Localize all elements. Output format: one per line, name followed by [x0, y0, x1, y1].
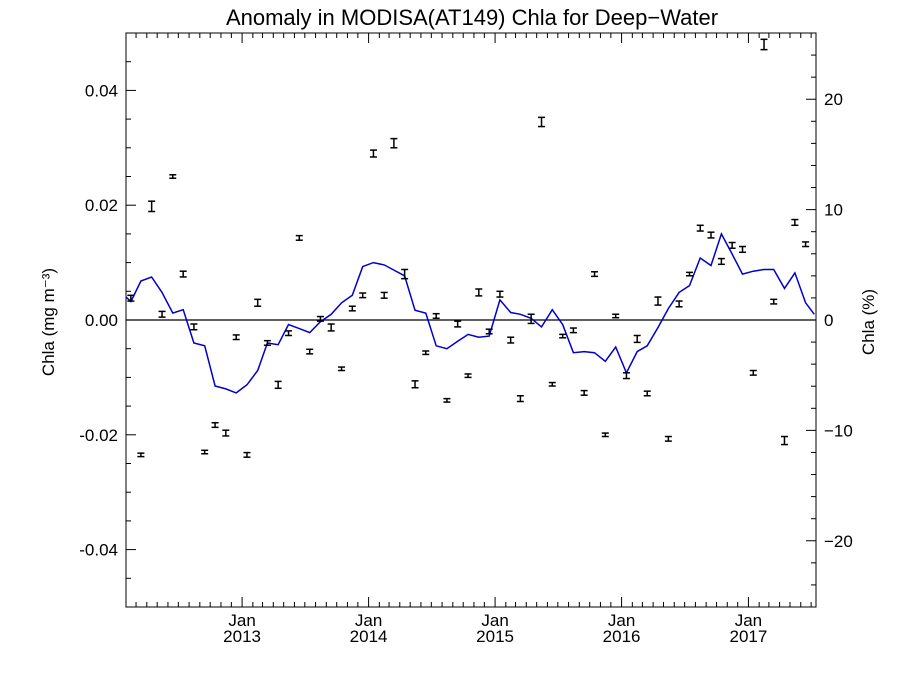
errorbar-point: [190, 323, 198, 331]
axis-tick-labels: -0.04-0.020.000.020.04−20−1001020Jan2013…: [79, 81, 853, 646]
chart-title: Anomaly in MODISA(AT149) Chla for Deep−W…: [226, 5, 718, 30]
y-tick-label-right: −10: [824, 421, 853, 440]
errorbar-point: [475, 288, 483, 297]
errorbar-point: [760, 38, 768, 51]
errorbar-point: [728, 241, 736, 249]
errorbar-point: [263, 339, 271, 347]
errorbar-point: [295, 234, 303, 241]
errorbar-point: [390, 137, 398, 149]
errorbar-point: [591, 271, 599, 278]
errorbar-point: [612, 313, 620, 319]
series-line: [125, 231, 815, 394]
errorbar-point: [601, 432, 609, 438]
y-tick-label-left: 0.04: [85, 81, 118, 100]
errorbar-point: [675, 300, 683, 308]
errorbar-point: [222, 429, 230, 437]
errorbar-point: [485, 328, 493, 335]
errorbar-point: [717, 257, 725, 266]
errorbar-point: [380, 291, 388, 299]
x-tick-label-month: Jan: [608, 611, 635, 630]
errorbar-point: [569, 327, 577, 334]
errorbar-point: [137, 452, 145, 458]
errorbar-point: [285, 330, 293, 337]
errorbar-point: [707, 231, 715, 239]
errorbar-point: [254, 298, 262, 307]
y-tick-label-left: -0.02: [79, 426, 118, 445]
axis-ticks: [126, 32, 816, 608]
errorbar-point: [127, 294, 135, 302]
errorbar-point: [496, 290, 504, 298]
y-axis-label-left: Chla (mg m⁻³): [39, 268, 58, 376]
x-tick-label-year: 2017: [730, 627, 768, 646]
errorbar-point: [643, 390, 651, 397]
x-tick-label-month: Jan: [355, 611, 382, 630]
y-tick-label-left: 0.00: [85, 311, 118, 330]
errorbar-point: [538, 116, 546, 128]
errorbar-point: [791, 218, 799, 227]
errorbar-point: [338, 366, 346, 372]
x-tick-label-year: 2014: [350, 627, 388, 646]
errorbar-point: [179, 270, 187, 278]
y-tick-label-right: −20: [824, 532, 853, 551]
errorbar-point: [232, 334, 240, 341]
errorbar-point: [780, 435, 788, 446]
errorbar-point: [770, 298, 778, 305]
errorbar-point: [422, 350, 430, 356]
errorbar-point: [369, 149, 377, 158]
errorbar-point: [316, 315, 324, 322]
errorbar-point: [359, 292, 367, 299]
errorbar-point: [327, 323, 335, 332]
errorbar-points: [127, 38, 810, 458]
errorbar-point: [802, 241, 810, 248]
errorbar-point: [664, 435, 672, 442]
errorbar-point: [527, 313, 535, 325]
y-tick-label-left: -0.04: [79, 541, 118, 560]
errorbar-point: [401, 268, 409, 280]
errorbar-point: [169, 174, 177, 179]
y-axis-label-right-text: Chla (%): [859, 289, 878, 355]
x-tick-label-year: 2015: [476, 627, 514, 646]
errorbar-point: [411, 380, 419, 389]
x-tick-label-month: Jan: [735, 611, 762, 630]
errorbar-point: [516, 395, 524, 403]
errorbar-point: [348, 305, 356, 312]
errorbar-point: [686, 271, 694, 277]
y-tick-label-left: 0.02: [85, 196, 118, 215]
errorbar-point: [654, 296, 662, 306]
errorbar-point: [580, 389, 588, 396]
errorbar-point: [739, 245, 747, 254]
errorbar-point: [148, 200, 156, 213]
errorbar-point: [211, 421, 219, 429]
errorbar-point: [507, 336, 515, 344]
errorbar-point: [633, 334, 641, 344]
errorbar-point: [548, 381, 556, 387]
errorbar-point: [749, 369, 757, 376]
errorbar-point: [158, 310, 166, 318]
x-tick-label-year: 2016: [603, 627, 641, 646]
errorbar-point: [464, 373, 472, 379]
errorbar-point: [696, 224, 704, 232]
x-tick-label-month: Jan: [228, 611, 255, 630]
errorbar-point: [274, 380, 282, 390]
y-tick-label-right: 10: [824, 201, 843, 220]
errorbar-point: [243, 451, 251, 458]
errorbar-point: [454, 320, 462, 328]
errorbar-point: [306, 348, 314, 355]
x-tick-label-year: 2013: [223, 627, 261, 646]
errorbar-point: [559, 333, 567, 339]
y-tick-label-right: 20: [824, 90, 843, 109]
errorbar-point: [622, 372, 630, 380]
errorbar-point: [443, 397, 451, 403]
y-axis-label-right: Chla (%): [859, 289, 878, 355]
y-tick-label-right: 0: [824, 311, 833, 330]
errorbar-point: [432, 312, 440, 320]
errorbar-point: [201, 449, 209, 455]
x-tick-label-month: Jan: [481, 611, 508, 630]
y-axis-label-left-text: Chla (mg m⁻³): [39, 268, 58, 376]
